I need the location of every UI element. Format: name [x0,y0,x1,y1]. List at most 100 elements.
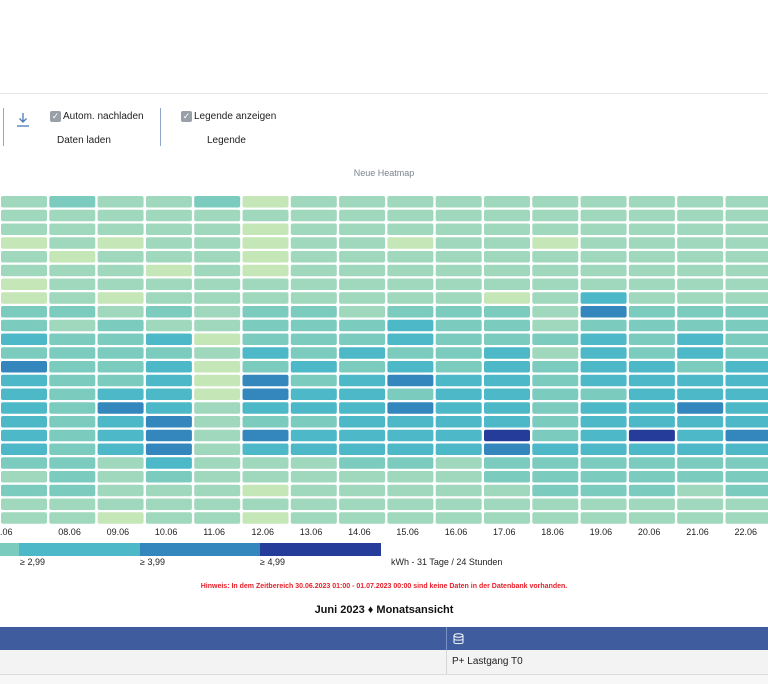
heatmap-cell [1,347,47,359]
heatmap-cell [290,223,337,235]
heatmap-cell [580,388,627,400]
show-legend-checkbox[interactable]: ✓ Legende anzeigen [181,111,276,122]
heatmap-cell [387,374,434,387]
heatmap-cell [725,402,768,414]
load-data-label: Daten laden [57,135,111,146]
heatmap-cell [532,361,579,373]
heatmap-x-axis: .06 08.06 09.06 10.06 11.06 12.06 13.06 14.06 15… [0,527,768,539]
heatmap-cell [242,416,289,428]
heatmap-cell [1,333,47,345]
heatmap-cell [49,333,96,345]
heatmap-cell [484,237,530,249]
heatmap-cell [628,361,675,373]
heatmap-cell [677,251,724,263]
heatmap-cell [1,402,47,414]
heatmap-cell [725,333,768,345]
heatmap-cell [1,196,47,208]
legend-label: ≥ 2,99 [20,557,45,567]
x-tick-label: 12.06 [251,527,275,537]
heatmap-cell [725,306,768,318]
heatmap-cell [339,306,386,318]
heatmap-cell [145,402,192,414]
heatmap-cell [339,484,386,497]
heatmap-cell [339,374,386,387]
heatmap-cell [145,443,192,455]
heatmap-cell [339,196,386,208]
legend-unit-label: kWh - 31 Tage / 24 Stunden [391,557,503,567]
heatmap-cell [725,457,768,469]
heatmap-cell [49,278,96,290]
heatmap-cell [435,237,482,249]
heatmap-cell [49,374,96,387]
heatmap-cell [194,429,241,442]
heatmap-cell [1,471,47,483]
heatmap-cell [145,484,192,497]
heatmap-cell [194,278,241,290]
heatmap-cell [484,457,530,469]
heatmap-cell [387,223,434,235]
table-row[interactable] [0,650,768,675]
heatmap-cell [290,209,337,222]
heatmap-cell [387,498,434,510]
heatmap-cell [97,292,144,304]
heatmap-cell [532,429,579,442]
heatmap-cell [194,457,241,469]
heatmap-cell [145,251,192,263]
heatmap-cell [339,251,386,263]
heatmap-cell [435,251,482,263]
heatmap-cell [49,319,96,332]
heatmap-cell [387,471,434,483]
heatmap-cell [242,498,289,510]
heatmap-cell [1,292,47,304]
heatmap-cell [725,223,768,235]
heatmap-cell [290,429,337,442]
heatmap-cell [145,361,192,373]
heatmap-cell [339,443,386,455]
heatmap-cell [242,251,289,263]
heatmap-cell [628,429,675,442]
heatmap-cell [1,209,47,222]
heatmap-cell [387,196,434,208]
heatmap-cell [580,292,627,304]
heatmap-cell [194,471,241,483]
heatmap-cell [532,457,579,469]
heatmap-cell [194,237,241,249]
heatmap-cell [725,209,768,222]
heatmap-cell [435,484,482,497]
heatmap-cell [290,374,337,387]
heatmap-cell [97,319,144,332]
heatmap-cell [532,223,579,235]
heatmap-cell [97,306,144,318]
auto-reload-checkbox[interactable]: ✓ Autom. nachladen [50,111,144,122]
heatmap-cell [484,388,530,400]
x-tick-label: 09.06 [106,527,130,537]
heatmap-cell [339,333,386,345]
heatmap-cell [194,374,241,387]
heatmap-cell [242,361,289,373]
heatmap-cell [145,457,192,469]
heatmap-cell [580,484,627,497]
heatmap-cell [194,306,241,318]
heatmap-cell [145,264,192,277]
heatmap-cell [145,512,192,524]
heatmap-cell [725,251,768,263]
download-icon[interactable] [16,112,30,128]
heatmap-cell [97,512,144,524]
heatmap-cell [339,457,386,469]
heatmap-cell [387,429,434,442]
heatmap-cell [580,443,627,455]
heatmap-cell [628,498,675,510]
heatmap-cell [97,347,144,359]
heatmap-cell [97,402,144,414]
heatmap-cell [677,416,724,428]
heatmap-cell [677,484,724,497]
heatmap-cell [339,209,386,222]
heatmap-cell [49,443,96,455]
heatmap-cell [339,361,386,373]
legend-label: ≥ 4,99 [260,557,285,567]
heatmap-cell [580,457,627,469]
checkbox-checked-icon: ✓ [50,111,61,122]
heatmap-cell [435,278,482,290]
heatmap-cell [194,388,241,400]
x-tick-label: 11.06 [203,527,226,537]
